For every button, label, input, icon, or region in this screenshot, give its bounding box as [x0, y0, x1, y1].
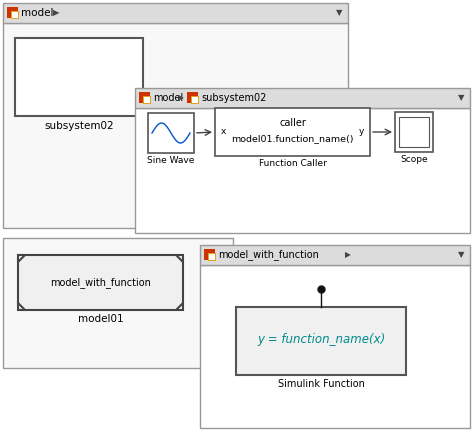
Bar — [399, 117, 429, 147]
Text: ▶: ▶ — [53, 9, 60, 17]
Text: ▼: ▼ — [457, 94, 464, 103]
Bar — [18, 255, 183, 310]
Bar — [204, 249, 215, 260]
Text: Sine Wave: Sine Wave — [147, 156, 195, 165]
Bar — [215, 108, 370, 156]
Text: Scope: Scope — [400, 155, 428, 164]
Bar — [135, 108, 470, 233]
Text: subsystem02: subsystem02 — [201, 93, 266, 103]
Text: ▶: ▶ — [178, 94, 184, 103]
Bar — [187, 92, 198, 103]
Bar — [3, 3, 348, 23]
Text: subsystem02: subsystem02 — [44, 121, 114, 131]
Text: y = function_name(x): y = function_name(x) — [257, 333, 385, 346]
Bar — [7, 7, 18, 18]
Bar — [143, 96, 151, 104]
Bar — [144, 97, 150, 103]
Bar — [395, 112, 433, 152]
Bar — [15, 38, 143, 116]
Bar — [148, 113, 194, 153]
Bar — [200, 265, 470, 428]
Text: ▼: ▼ — [457, 251, 464, 259]
Text: model01: model01 — [78, 314, 123, 324]
Bar — [3, 238, 233, 368]
Text: ▶: ▶ — [345, 251, 351, 259]
Bar — [191, 96, 199, 104]
Bar — [12, 12, 18, 18]
Bar — [208, 253, 216, 261]
Bar — [236, 307, 406, 375]
Text: model_with_function: model_with_function — [218, 249, 319, 261]
Text: y: y — [359, 127, 364, 136]
Text: caller: caller — [279, 118, 306, 128]
Text: Function Caller: Function Caller — [258, 159, 327, 168]
Bar — [139, 92, 150, 103]
Bar — [200, 245, 470, 265]
Bar — [11, 11, 19, 19]
Bar — [209, 254, 215, 260]
Text: model: model — [21, 8, 54, 18]
Text: Simulink Function: Simulink Function — [278, 379, 365, 389]
Bar — [192, 97, 198, 103]
Text: x: x — [221, 127, 227, 136]
Text: ▼: ▼ — [336, 9, 342, 17]
Text: model01.function_name(): model01.function_name() — [231, 134, 354, 143]
Text: model_with_function: model_with_function — [50, 277, 151, 288]
Text: model: model — [153, 93, 183, 103]
Bar — [135, 88, 470, 108]
Bar — [3, 23, 348, 228]
